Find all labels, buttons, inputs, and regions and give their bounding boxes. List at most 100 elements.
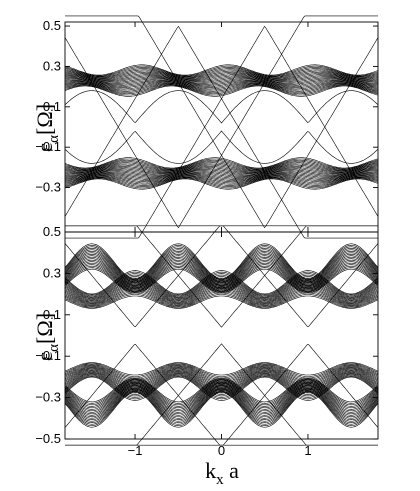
bottom-bulk-band-lower [64, 381, 379, 409]
bottom-panel: 0.5 0.3 0.1 −0.1 −0.3 −0.5 −1 0 1 [35, 224, 379, 458]
bottom-bulk-band-upper [64, 259, 379, 289]
bottom-bulk-band-lower [64, 377, 379, 403]
top-bulk-band-lower [64, 159, 379, 170]
top-bulk-band-lower [64, 176, 379, 185]
bottom-bulk-band-lower [64, 385, 379, 416]
bottom-xlabel: kx a [205, 458, 239, 488]
bottom-bulk-band-lower [64, 386, 379, 419]
top-ytick-label: 0.3 [43, 58, 61, 73]
top-panel: 0.5 0.3 0.1 −0.1 −0.3 [35, 15, 379, 239]
top-bulk-band-lower [64, 178, 379, 190]
top-panel-bands [64, 15, 379, 239]
top-bulk-band-upper [64, 75, 379, 82]
top-bulk-band-upper [64, 77, 379, 83]
top-bulk-band-upper [64, 70, 379, 79]
top-edge-state-gap [64, 130, 379, 164]
bottom-bulk-band-lower [64, 384, 379, 415]
bottom-ytick-label: 0.3 [43, 265, 61, 280]
bottom-bulk-band-lower [64, 365, 379, 382]
bottom-bulk-band-upper [64, 289, 379, 306]
bottom-edge-state [65, 343, 379, 446]
top-bulk-band-upper [64, 80, 378, 87]
bottom-bulk-band-upper [64, 295, 379, 309]
top-ytick-label: −0.3 [35, 180, 61, 195]
bottom-edge-state [65, 225, 379, 328]
top-bulk-band-upper [64, 71, 379, 79]
top-bulk-band-upper [64, 79, 378, 85]
bottom-bulk-band-upper [64, 267, 379, 293]
bottom-bulk-band-upper [64, 249, 379, 283]
bottom-bulk-band-upper [64, 262, 379, 290]
bottom-ytick-label: −0.3 [35, 390, 61, 405]
top-bulk-band-upper [64, 78, 379, 84]
top-bulk-band-upper [64, 79, 378, 86]
top-bulk-band-lower [64, 162, 379, 171]
bottom-bulk-band-lower [64, 363, 379, 377]
bottom-panel-ticks: 0.5 0.3 0.1 −0.1 −0.3 −0.5 −1 0 1 [35, 224, 378, 458]
top-bulk-band-upper [64, 69, 379, 78]
bottom-bulk-band-upper [64, 277, 379, 299]
top-bulk-band-upper [64, 66, 379, 77]
top-bulk-band-upper [64, 82, 379, 90]
top-edge-state-upper [64, 25, 378, 239]
top-bulk-band-lower [64, 167, 378, 174]
top-bulk-band-lower [64, 158, 379, 169]
top-bulk-band-upper [64, 85, 379, 96]
bottom-bulk-band-lower [64, 389, 379, 423]
top-bulk-band-lower [64, 177, 379, 188]
top-bulk-band-lower [64, 170, 379, 176]
bottom-bulk-band-upper [64, 253, 379, 285]
bottom-ytick-label: −0.5 [35, 431, 61, 446]
top-bulk-band-upper [64, 82, 379, 91]
bottom-bulk-band-upper [64, 256, 379, 287]
bottom-bulk-band-lower [64, 375, 379, 398]
bottom-bulk-band-upper [64, 294, 379, 308]
top-edge-state-upper [65, 25, 379, 239]
top-bulk-band-upper [64, 81, 379, 88]
top-bulk-band-upper [64, 65, 379, 76]
top-bulk-band-upper [65, 76, 379, 82]
top-bulk-band-upper [64, 84, 379, 93]
top-bulk-band-upper [64, 64, 379, 76]
bottom-bulk-band-lower [64, 372, 379, 394]
top-bulk-band-lower [64, 174, 379, 181]
bottom-bulk-band-lower [64, 390, 379, 425]
top-bulk-band-upper [64, 73, 379, 80]
bottom-bulk-band-lower [64, 380, 379, 407]
bottom-bulk-band-upper [64, 268, 379, 294]
bottom-bulk-band-upper [64, 252, 379, 285]
bottom-bulk-band-upper [64, 261, 379, 290]
bottom-bulk-band-lower [64, 379, 379, 406]
bottom-bulk-band-upper [64, 243, 379, 279]
top-bulk-band-lower [64, 163, 379, 172]
top-edge-state-gap [64, 90, 379, 124]
top-bulk-band-upper [64, 68, 379, 78]
top-bulk-band-lower [64, 164, 379, 172]
top-bulk-band-lower [64, 157, 379, 169]
top-bulk-band-lower [65, 173, 379, 180]
bottom-panel-bands [64, 225, 379, 446]
top-ytick-label: 0.1 [43, 99, 61, 114]
bottom-bulk-band-lower [64, 386, 379, 418]
bottom-bulk-band-lower [64, 387, 379, 420]
top-bulk-band-lower [64, 169, 378, 175]
top-bulk-band-lower [64, 172, 379, 179]
bottom-bulk-band-lower [64, 392, 379, 428]
bottom-bulk-band-upper [64, 245, 379, 280]
top-bulk-band-lower [64, 175, 379, 184]
top-bulk-band-lower [64, 178, 379, 189]
top-bulk-band-lower [64, 168, 378, 175]
bottom-ytick-label: 0.5 [43, 224, 61, 239]
bottom-bulk-band-upper [64, 258, 379, 288]
top-ytick-label: −0.1 [35, 139, 61, 154]
bottom-bulk-band-lower [64, 382, 379, 412]
bottom-bulk-band-upper [64, 248, 379, 282]
bottom-bulk-band-lower [64, 391, 379, 426]
bottom-bulk-band-lower [64, 388, 379, 422]
top-ytick-label: 0.5 [43, 18, 61, 33]
top-panel-ticks: 0.5 0.3 0.1 −0.1 −0.3 [35, 18, 378, 232]
bottom-bulk-band-upper [64, 265, 379, 292]
top-bulk-band-upper [65, 74, 379, 81]
top-bulk-band-lower [64, 176, 379, 186]
